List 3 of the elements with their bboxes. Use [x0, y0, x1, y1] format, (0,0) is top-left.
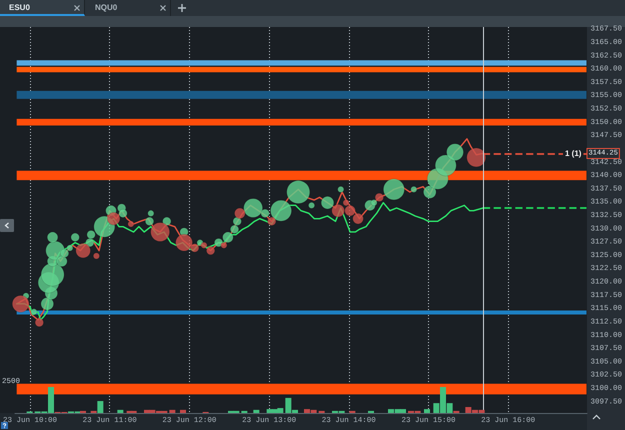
- annotation: 1 (1): [564, 148, 582, 158]
- chart-title: ESU0: [9, 3, 30, 13]
- text: NQU0: [95, 3, 118, 13]
